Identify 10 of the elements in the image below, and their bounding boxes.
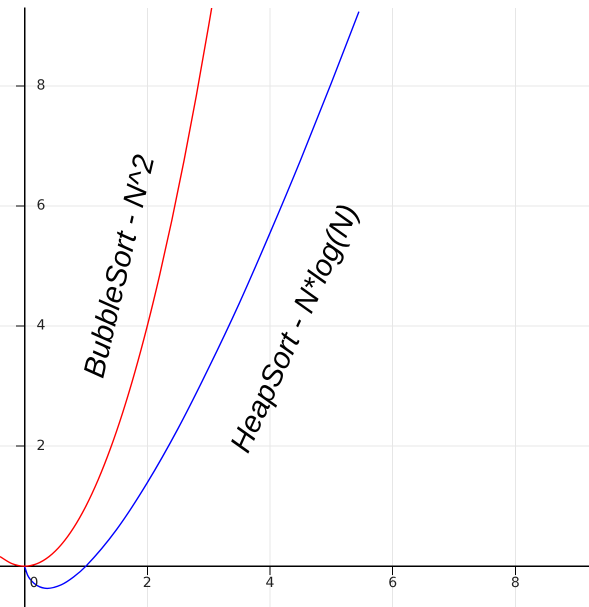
y-tick-label: 8 <box>36 78 46 94</box>
y-tick-label: 2 <box>36 438 46 454</box>
x-tick-label: 8 <box>510 574 520 591</box>
y-tick-label: 6 <box>36 198 46 214</box>
x-tick-label: 2 <box>142 574 152 591</box>
y-tick-label: 4 <box>36 318 46 334</box>
x-tick-label: 6 <box>388 574 398 591</box>
line-series <box>0 8 212 567</box>
line-series <box>24 10 360 590</box>
x-tick-label: 4 <box>265 574 274 591</box>
